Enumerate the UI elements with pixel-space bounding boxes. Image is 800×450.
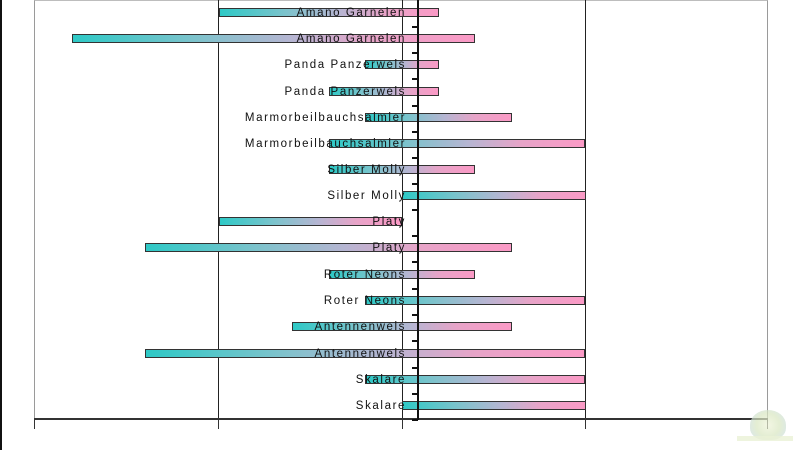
bar (365, 113, 513, 122)
category-tick (412, 183, 418, 185)
category-label: Amano Garnelen (296, 7, 406, 19)
category-label: Skalare (355, 400, 406, 412)
category-label: Amano Garnelen (296, 33, 406, 45)
bar (402, 401, 586, 410)
bar (218, 8, 439, 17)
category-label: Skalare (355, 374, 406, 386)
category-label: Panda Panzerwels (284, 86, 406, 98)
bar (218, 217, 402, 226)
category-tick (412, 26, 418, 28)
x-tick (218, 419, 219, 429)
category-label: Panda Panzerwels (284, 59, 406, 71)
x-tick (34, 419, 35, 429)
category-tick (412, 419, 418, 421)
category-tick (412, 157, 418, 159)
bar (328, 165, 476, 174)
bar (365, 375, 586, 384)
bar (328, 139, 586, 148)
category-tick (412, 78, 418, 80)
category-tick (412, 288, 418, 290)
category-tick (412, 314, 418, 316)
category-tick (412, 261, 418, 263)
gridline (218, 0, 219, 419)
bar (328, 270, 476, 279)
category-label: Antennenwels (314, 348, 406, 360)
bar (365, 296, 586, 305)
category-tick (412, 393, 418, 395)
category-tick (412, 209, 418, 211)
category-axis (417, 0, 419, 420)
bar (365, 60, 439, 69)
category-tick (412, 340, 418, 342)
x-tick (585, 419, 586, 429)
x-tick (402, 419, 403, 429)
bar (402, 191, 586, 200)
category-label: Silber Molly (327, 164, 406, 176)
category-tick (412, 235, 418, 237)
watermark-logo-icon (750, 410, 786, 440)
gridline (585, 0, 586, 419)
category-tick (412, 105, 418, 107)
category-tick (412, 131, 418, 133)
category-label: Antennenwels (314, 321, 406, 333)
bar (145, 243, 513, 252)
category-label: Marmorbeilbauchsalmler (244, 112, 406, 124)
category-label: Platy (372, 242, 406, 254)
gridline (402, 0, 403, 419)
category-label: Roter Neons (323, 269, 406, 281)
category-label: Roter Neons (323, 295, 406, 307)
window-left-edge (0, 0, 2, 450)
category-label: Marmorbeilbauchsalmler (244, 138, 406, 150)
category-label: Platy (372, 216, 406, 228)
bar (328, 87, 439, 96)
bar (71, 34, 476, 43)
plot-area (34, 0, 768, 419)
x-axis (34, 418, 768, 420)
bar (291, 322, 513, 331)
category-label: Silber Molly (327, 190, 406, 202)
category-tick (412, 52, 418, 54)
watermark-logo-base (737, 436, 793, 441)
category-tick (412, 367, 418, 369)
bar (145, 349, 586, 358)
